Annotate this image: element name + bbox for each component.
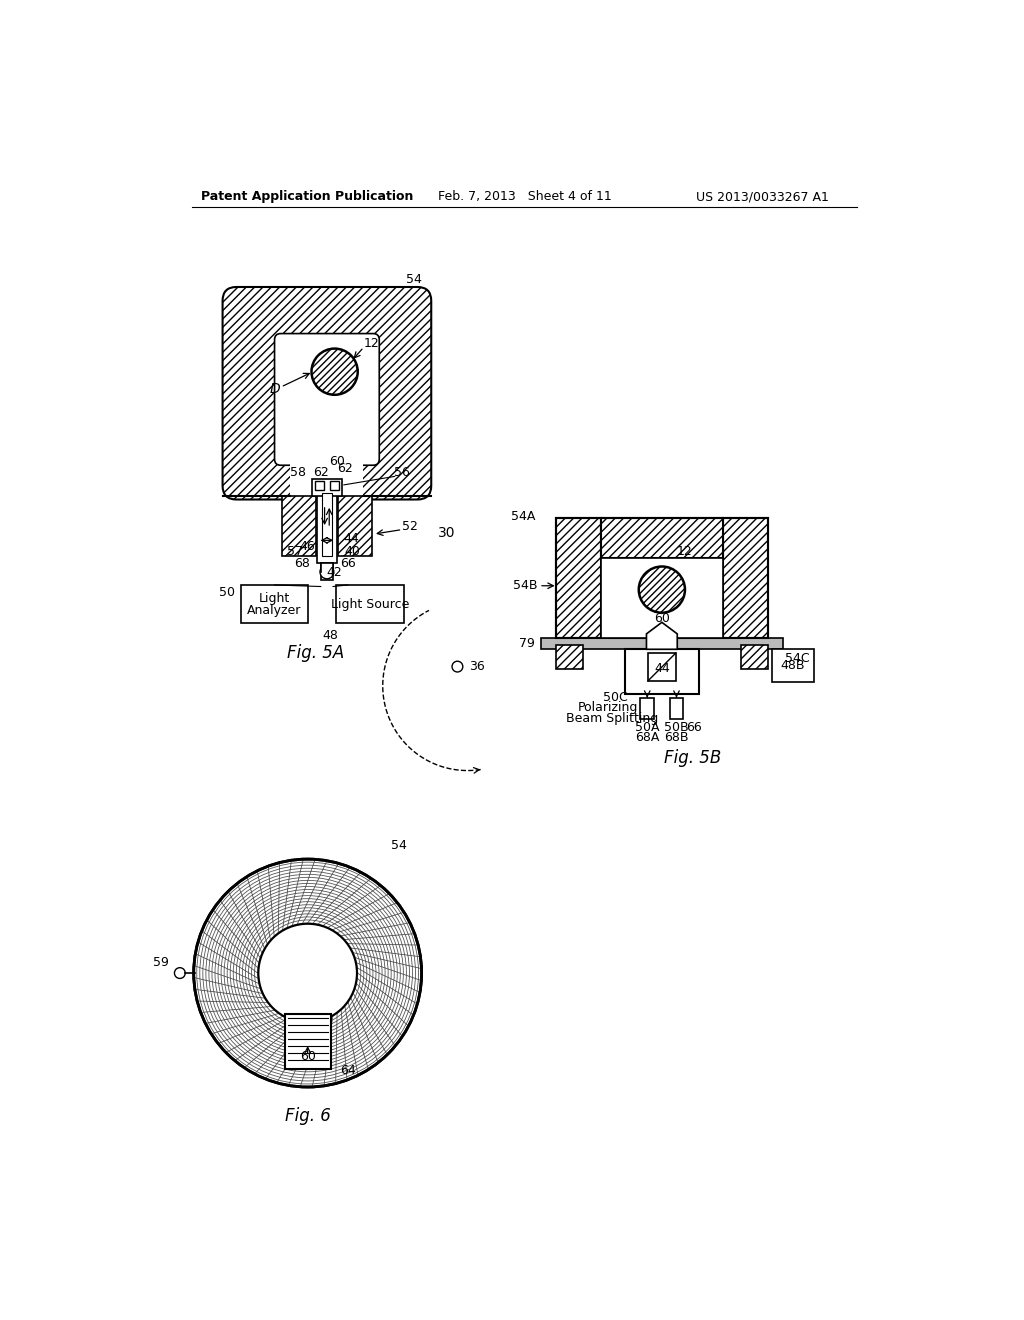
Text: Patent Application Publication: Patent Application Publication <box>202 190 414 203</box>
Text: 54: 54 <box>406 273 422 286</box>
Text: Fig. 6: Fig. 6 <box>285 1106 331 1125</box>
Circle shape <box>194 859 422 1086</box>
Polygon shape <box>646 622 677 649</box>
Text: Feb. 7, 2013   Sheet 4 of 11: Feb. 7, 2013 Sheet 4 of 11 <box>438 190 611 203</box>
Text: D: D <box>269 383 280 396</box>
Text: 50: 50 <box>218 586 234 599</box>
Bar <box>723 519 768 638</box>
Text: 57: 57 <box>287 545 302 557</box>
Bar <box>648 653 676 681</box>
Text: 42: 42 <box>327 566 342 579</box>
Bar <box>601 558 723 638</box>
Circle shape <box>311 348 357 395</box>
Bar <box>640 698 654 719</box>
FancyBboxPatch shape <box>222 286 431 499</box>
Text: 48: 48 <box>323 628 339 642</box>
Text: 54C: 54C <box>784 652 809 665</box>
Text: 30: 30 <box>438 527 456 540</box>
Text: 68A: 68A <box>635 731 659 744</box>
Text: Light Source: Light Source <box>331 598 410 611</box>
Text: US 2013/0033267 A1: US 2013/0033267 A1 <box>695 190 828 203</box>
Bar <box>321 564 333 572</box>
Bar <box>336 585 403 623</box>
Bar <box>556 519 601 638</box>
Bar <box>556 519 768 638</box>
Text: 66: 66 <box>341 557 356 570</box>
Bar <box>740 645 768 668</box>
Circle shape <box>174 968 185 978</box>
Circle shape <box>639 566 685 612</box>
Text: 54A: 54A <box>511 510 536 523</box>
Circle shape <box>319 565 334 578</box>
Bar <box>312 479 342 496</box>
Text: 12: 12 <box>677 545 693 557</box>
Bar <box>330 480 339 490</box>
Bar <box>316 490 337 562</box>
Text: 68B: 68B <box>665 731 689 744</box>
Text: 56: 56 <box>394 466 411 479</box>
Text: 44: 44 <box>654 663 670 675</box>
Circle shape <box>452 661 463 672</box>
Text: Analyzer: Analyzer <box>248 603 302 616</box>
Bar <box>291 451 364 498</box>
Text: 50B: 50B <box>665 721 689 734</box>
Text: 66: 66 <box>686 721 702 734</box>
Text: 58: 58 <box>290 466 305 479</box>
Text: 36: 36 <box>469 660 484 673</box>
Text: 62: 62 <box>338 462 353 475</box>
Text: 50C: 50C <box>603 690 628 704</box>
FancyBboxPatch shape <box>274 334 379 465</box>
Text: Fig. 5A: Fig. 5A <box>287 644 344 661</box>
Bar <box>670 698 683 719</box>
Text: 40: 40 <box>344 545 360 557</box>
Bar <box>314 480 324 490</box>
Text: Light: Light <box>259 591 290 605</box>
Text: 54B: 54B <box>513 579 538 593</box>
Bar <box>241 585 308 623</box>
Bar <box>285 1014 331 1069</box>
Text: 52: 52 <box>402 520 418 533</box>
Bar <box>322 494 333 557</box>
Text: Beam Splitting: Beam Splitting <box>565 711 658 725</box>
Text: 44: 44 <box>344 532 359 545</box>
Text: 79: 79 <box>519 638 535 651</box>
Bar <box>541 638 783 649</box>
Bar <box>321 564 333 581</box>
Text: 60: 60 <box>329 454 345 467</box>
Text: 60: 60 <box>300 1051 315 1064</box>
Text: 54: 54 <box>390 838 407 851</box>
Text: Polarizing: Polarizing <box>578 701 638 714</box>
Text: 46: 46 <box>300 540 315 553</box>
Text: Fig. 5B: Fig. 5B <box>664 748 721 767</box>
Text: 48B: 48B <box>780 659 805 672</box>
Bar <box>556 645 583 668</box>
Text: 64: 64 <box>340 1064 355 1077</box>
Bar <box>772 649 814 681</box>
Bar <box>625 649 698 694</box>
Text: 59: 59 <box>154 956 169 969</box>
Text: 62: 62 <box>313 466 329 479</box>
Text: 50A: 50A <box>635 721 659 734</box>
Text: 68: 68 <box>294 557 310 570</box>
Circle shape <box>258 924 357 1022</box>
Text: 12: 12 <box>364 337 380 350</box>
Bar <box>283 496 316 556</box>
Bar <box>338 496 372 556</box>
Bar <box>601 519 723 558</box>
Text: 60: 60 <box>654 612 670 624</box>
